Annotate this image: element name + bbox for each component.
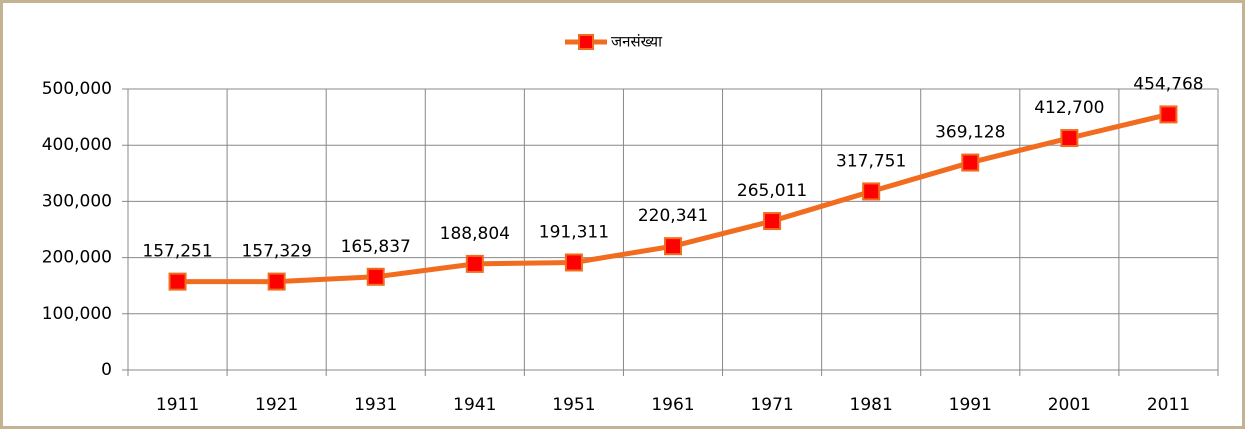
legend-label: जनसंख्या	[611, 33, 663, 51]
legend-marker	[578, 34, 594, 50]
data-label: 265,011	[737, 181, 807, 201]
data-label: 188,804	[440, 224, 510, 244]
data-label: 317,751	[836, 151, 906, 171]
x-tick-label: 1911	[156, 395, 199, 415]
x-tick-label: 1941	[453, 395, 496, 415]
y-tick-label: 200,000	[42, 248, 112, 268]
marker	[763, 212, 782, 231]
marker	[366, 267, 385, 286]
data-label: 412,700	[1034, 98, 1104, 118]
marker	[664, 237, 682, 256]
marker	[564, 253, 583, 272]
marker	[961, 153, 980, 172]
data-label: 157,251	[142, 242, 212, 262]
x-tick-label: 2001	[1048, 395, 1091, 415]
data-label: 369,128	[935, 123, 1005, 143]
y-tick-label: 0	[101, 360, 112, 380]
x-tick-label: 1971	[750, 395, 793, 415]
marker	[465, 254, 484, 273]
x-tick-label: 1961	[651, 395, 694, 415]
marker	[1060, 129, 1079, 148]
y-tick-label: 400,000	[42, 135, 112, 155]
x-tick-label: 1991	[949, 395, 992, 415]
marker	[1159, 105, 1178, 124]
data-label: 165,837	[341, 237, 411, 257]
x-tick-label: 1951	[552, 395, 595, 415]
x-tick-label: 1931	[354, 395, 397, 415]
x-tick-label: 1981	[850, 395, 893, 415]
data-label: 220,341	[638, 206, 708, 226]
x-tick-label: 2011	[1147, 395, 1190, 415]
y-tick-label: 300,000	[42, 191, 112, 211]
y-tick-label: 500,000	[42, 79, 112, 99]
y-tick-label: 100,000	[42, 304, 112, 324]
data-label: 157,329	[241, 242, 311, 262]
marker	[267, 272, 286, 291]
marker	[862, 182, 881, 201]
data-label: 454,768	[1133, 74, 1203, 94]
data-label: 191,311	[539, 222, 609, 242]
x-tick-label: 1921	[255, 395, 298, 415]
marker	[168, 272, 187, 291]
